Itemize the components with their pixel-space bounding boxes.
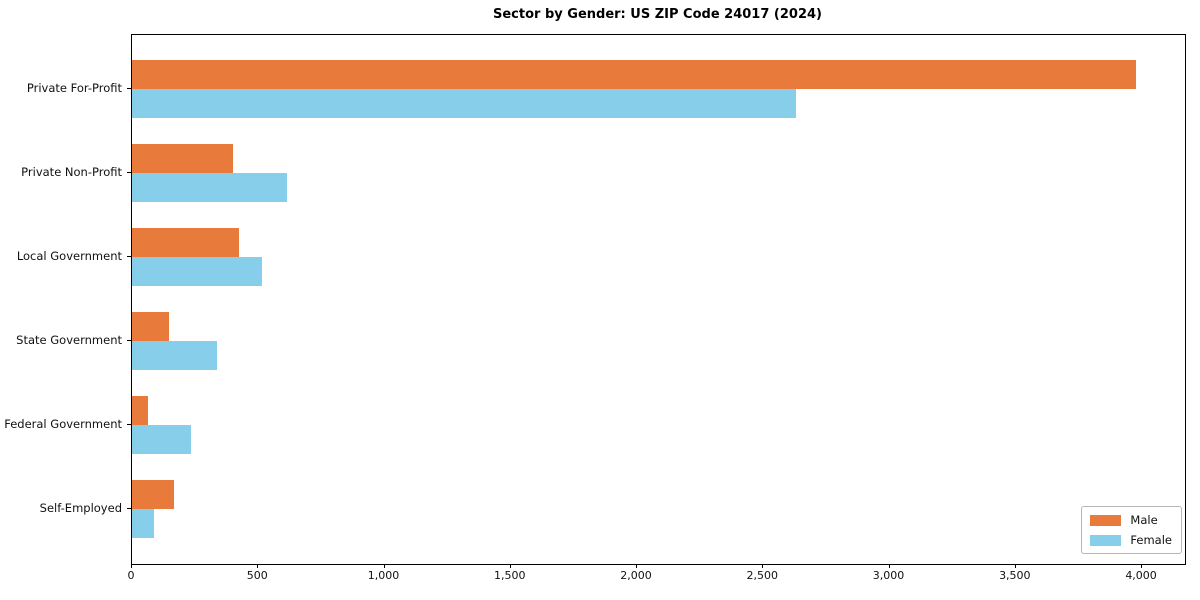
legend-item-male: Male [1090,513,1172,527]
y-tick-label: State Government [16,333,122,347]
chart-title: Sector by Gender: US ZIP Code 24017 (202… [493,7,822,22]
x-tick-mark [257,564,259,568]
legend-male-swatch [1090,514,1122,526]
y-tick-mark [127,508,131,510]
x-tick-label: 500 [246,569,268,582]
bar-male-private-non-profit [132,144,233,173]
bar-female-private-non-profit [132,173,288,202]
x-tick-mark [1014,564,1016,568]
y-tick-label: Self-Employed [39,501,122,515]
x-tick-mark [888,564,890,568]
y-tick-mark [127,172,131,174]
x-tick-label: 4,000 [1125,569,1157,582]
y-tick-mark [127,340,131,342]
x-tick-mark [131,564,133,568]
legend-female-label: Female [1130,533,1172,547]
legend-item-female: Female [1090,533,1172,547]
x-tick-label: 2,000 [620,569,652,582]
y-tick-label: Local Government [16,249,122,263]
legend-female-swatch [1090,534,1122,546]
x-tick-label: 3,500 [999,569,1031,582]
y-tick-label: Private Non-Profit [21,165,122,179]
x-tick-mark [383,564,385,568]
x-tick-label: 0 [127,569,135,582]
legend-male-label: Male [1130,513,1158,527]
x-tick-mark [636,564,638,568]
bar-female-private-for-profit [132,89,797,118]
bar-male-federal-government [132,396,149,425]
bar-male-local-government [132,228,240,257]
bar-female-self-employed [132,509,154,538]
x-tick-mark [1141,564,1143,568]
bar-male-state-government [132,312,169,341]
y-tick-mark [127,424,131,426]
y-tick-label: Federal Government [4,417,122,431]
legend: Male Female [1081,506,1182,554]
x-tick-label: 2,500 [746,569,779,582]
bar-male-private-for-profit [132,60,1136,89]
bar-male-self-employed [132,480,174,509]
y-tick-mark [127,88,131,90]
bar-female-local-government [132,257,263,286]
x-tick-mark [762,564,764,568]
x-tick-label: 3,000 [872,569,905,582]
x-tick-label: 1,500 [494,569,526,582]
x-tick-mark [509,564,511,568]
bar-female-federal-government [132,425,192,454]
plot-area: Male Female [131,34,1186,565]
y-tick-mark [127,256,131,258]
x-tick-label: 1,000 [367,569,400,582]
y-tick-label: Private For-Profit [26,81,122,95]
bar-female-state-government [132,341,217,370]
